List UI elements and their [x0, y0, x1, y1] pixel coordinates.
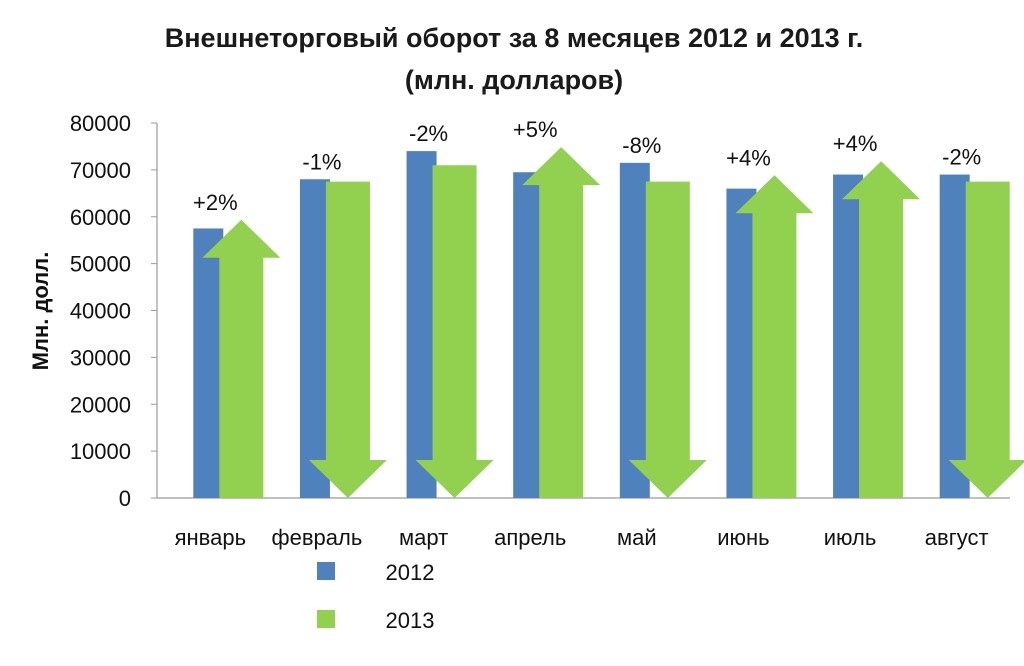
bar-2012: [726, 188, 757, 498]
data-label-percent: +2%: [193, 190, 238, 215]
chart-title: Внешнеторговый оборот за 8 месяцев 2012 …: [165, 23, 863, 53]
y-tick-label: 60000: [70, 205, 131, 230]
y-tick-label: 0: [119, 486, 131, 511]
data-label-percent: -8%: [622, 133, 661, 158]
data-label-percent: +4%: [833, 131, 878, 156]
y-tick-label: 30000: [70, 345, 131, 370]
bar-2012: [406, 151, 437, 498]
data-label-percent: -2%: [942, 145, 981, 170]
bar-2012: [833, 174, 864, 498]
y-tick-label: 80000: [70, 111, 131, 136]
bar-2012: [193, 228, 224, 498]
y-tick-label: 40000: [70, 299, 131, 324]
y-axis-label: Млн. долл.: [28, 252, 53, 371]
legend-swatch-2013: [317, 610, 335, 628]
plot-area: 0 10000 20000 30000 40000 50000 60000 70000 8000…: [70, 111, 1024, 550]
data-label-percent: +4%: [726, 145, 771, 170]
data-label-percent: -2%: [409, 121, 448, 146]
data-label-percent: +5%: [513, 117, 558, 142]
bar-2013-arrow: [202, 219, 281, 498]
legend-swatch-2012: [317, 562, 335, 580]
x-tick-label: август: [925, 525, 989, 550]
x-tick-label: февраль: [272, 525, 363, 550]
bar-2012: [619, 162, 650, 498]
y-tick-label: 10000: [70, 439, 131, 464]
bar-2013-arrow: [308, 181, 387, 498]
x-tick-label: июль: [824, 525, 877, 550]
legend-label-2013: 2013: [386, 608, 435, 633]
x-tick-label: январь: [175, 525, 246, 550]
y-tick-label: 20000: [70, 392, 131, 417]
bar-2013-arrow: [842, 161, 921, 498]
x-tick-label: май: [617, 525, 657, 550]
bar-2012: [299, 179, 330, 498]
bar-2013-arrow: [948, 181, 1024, 498]
chart-subtitle: (млн. долларов): [405, 65, 623, 95]
y-tick-label: 50000: [70, 252, 131, 277]
bar-2012: [939, 174, 970, 498]
legend: 2012 2013: [317, 560, 434, 633]
x-tick-label: апрель: [494, 525, 566, 550]
x-tick-label: июнь: [717, 525, 769, 550]
data-label-percent: -1%: [302, 149, 341, 174]
bar-2013-arrow: [628, 181, 707, 498]
bar-2013-arrow: [415, 165, 494, 498]
y-tick-label: 70000: [70, 158, 131, 183]
bar-2013-arrow: [735, 175, 814, 498]
bar-2012: [513, 172, 544, 498]
bar-2013-arrow: [522, 147, 601, 498]
x-tick-label: март: [399, 525, 448, 550]
legend-label-2012: 2012: [386, 560, 435, 585]
